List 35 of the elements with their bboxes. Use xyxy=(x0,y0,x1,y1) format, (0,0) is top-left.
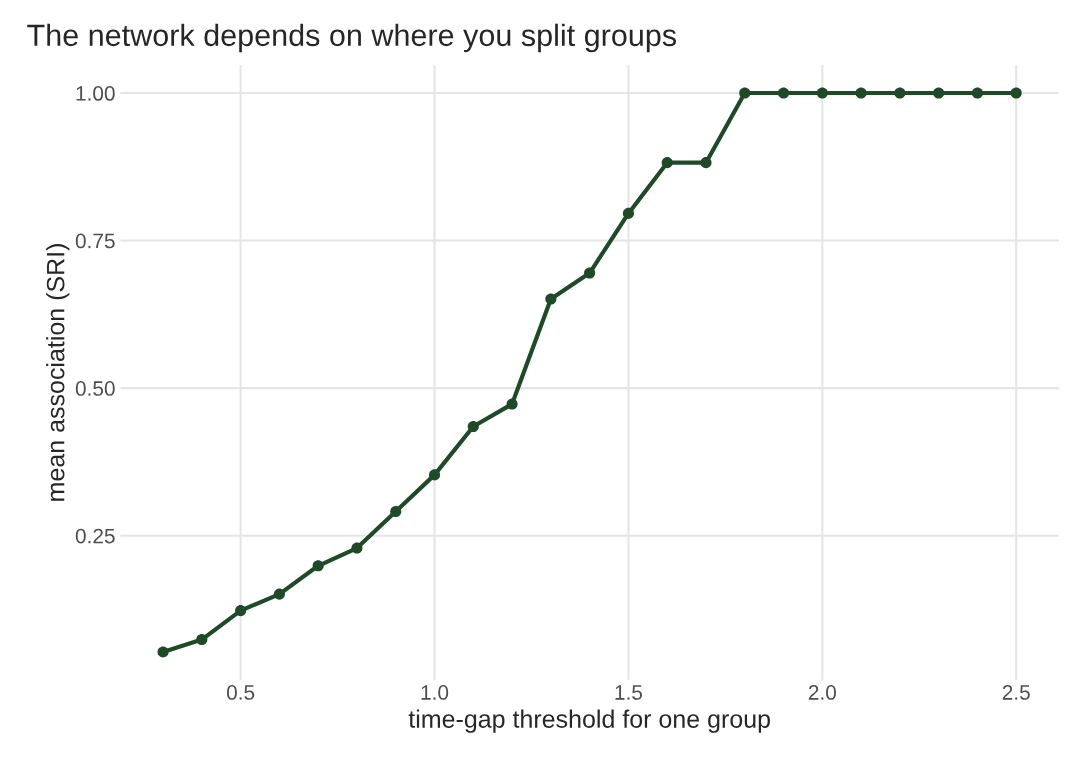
point xyxy=(428,469,441,481)
point xyxy=(700,157,712,169)
point xyxy=(661,157,673,169)
y-tick-label: 0.25 xyxy=(75,528,115,544)
x-axis-title: time-gap threshold for one group xyxy=(408,709,770,733)
point xyxy=(933,87,945,99)
x-tick-label: 0.5 xyxy=(226,685,255,700)
point xyxy=(506,398,518,410)
point xyxy=(855,87,867,99)
x-tick-label: 1.5 xyxy=(615,685,643,700)
point xyxy=(351,542,363,554)
y-axis-title: mean association (SRI) xyxy=(46,244,70,501)
x-tick-label: 1.0 xyxy=(421,685,449,700)
point xyxy=(777,87,790,99)
point xyxy=(390,505,402,518)
point xyxy=(196,633,208,646)
x-tick-label: 2.5 xyxy=(1002,685,1030,700)
chart-title: The network depends on where you split groups xyxy=(27,23,676,53)
point xyxy=(467,420,479,433)
point xyxy=(312,560,324,572)
point xyxy=(157,646,169,658)
y-tick-label: 0.50 xyxy=(75,381,115,396)
point xyxy=(894,87,906,99)
y-tick-label: 0.75 xyxy=(75,233,115,249)
point xyxy=(1010,87,1022,99)
point xyxy=(622,207,634,219)
point xyxy=(971,87,983,99)
point xyxy=(273,588,285,600)
point xyxy=(816,87,828,99)
point xyxy=(235,605,247,617)
point xyxy=(545,293,557,305)
point xyxy=(584,267,596,279)
x-tick-label: 2.0 xyxy=(808,685,836,700)
y-tick-label: 1.00 xyxy=(76,86,115,101)
point xyxy=(739,87,751,99)
